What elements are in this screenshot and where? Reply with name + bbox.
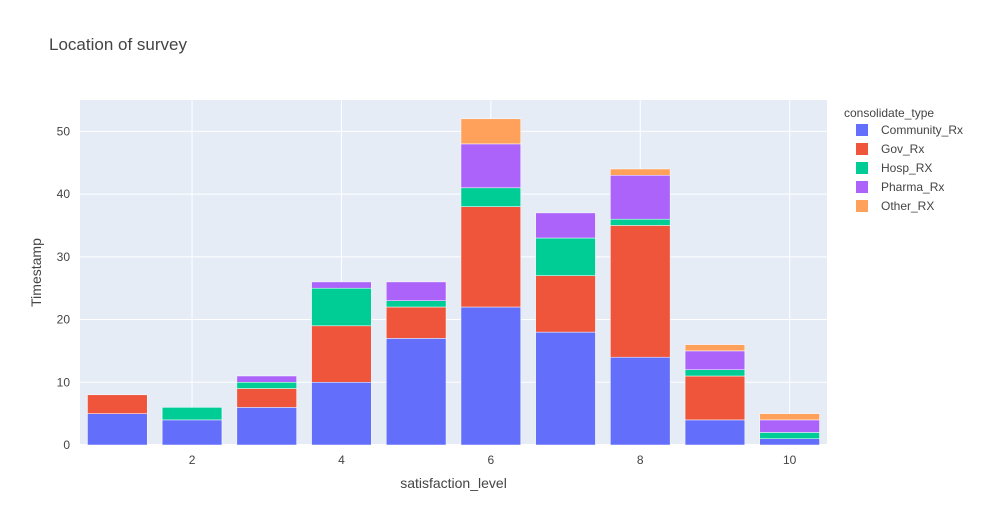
bar-segment-community-rx[interactable] bbox=[460, 306, 521, 446]
bar-segment-community-rx[interactable] bbox=[610, 356, 671, 446]
bar-segment-pharma-rx[interactable] bbox=[684, 350, 746, 370]
bar-segment-gov-rx[interactable] bbox=[311, 325, 372, 383]
bar-segment-gov-rx[interactable] bbox=[610, 225, 671, 358]
legend-item-community-rx[interactable]: Community_Rx bbox=[856, 123, 963, 137]
y-tick-label: 30 bbox=[57, 250, 71, 264]
legend-label: Gov_Rx bbox=[881, 142, 924, 156]
bar-segment-other-rx[interactable] bbox=[460, 118, 521, 145]
x-tick-label: 10 bbox=[783, 453, 797, 467]
bars bbox=[87, 118, 820, 446]
legend-swatch bbox=[856, 162, 868, 174]
y-tick-label: 50 bbox=[57, 124, 71, 138]
bar-segment-hosp-rx[interactable] bbox=[535, 237, 596, 276]
bar-segment-pharma-rx[interactable] bbox=[386, 281, 447, 301]
legend-label: Other_RX bbox=[881, 199, 934, 213]
bar-segment-other-rx[interactable] bbox=[610, 168, 671, 176]
bar-segment-gov-rx[interactable] bbox=[386, 306, 447, 339]
legend-label: Community_Rx bbox=[881, 123, 963, 137]
bar-segment-pharma-rx[interactable] bbox=[610, 175, 671, 220]
bar-segment-pharma-rx[interactable] bbox=[759, 419, 820, 433]
legend-label: Hosp_RX bbox=[881, 161, 932, 175]
bar-segment-other-rx[interactable] bbox=[759, 413, 820, 421]
legend-swatch bbox=[856, 124, 868, 136]
bar-segment-hosp-rx[interactable] bbox=[610, 218, 671, 226]
legend-label: Pharma_Rx bbox=[881, 180, 944, 194]
legend-title: consolidate_type bbox=[844, 106, 934, 120]
bar-segment-gov-rx[interactable] bbox=[87, 394, 148, 414]
y-tick-label: 10 bbox=[57, 375, 71, 389]
x-tick-label: 8 bbox=[637, 453, 644, 467]
legend[interactable]: consolidate_type Community_Rx Gov_Rx Hosp_… bbox=[844, 106, 963, 213]
bar-segment-community-rx[interactable] bbox=[311, 382, 372, 446]
bar-segment-community-rx[interactable] bbox=[161, 419, 223, 446]
bar-segment-gov-rx[interactable] bbox=[684, 375, 746, 421]
tick-labels: 0 10 20 30 40 50 2 4 6 8 10 bbox=[57, 124, 797, 467]
bar-segment-community-rx[interactable] bbox=[759, 438, 820, 446]
legend-item-pharma-rx[interactable]: Pharma_Rx bbox=[856, 180, 944, 194]
x-tick-label: 4 bbox=[338, 453, 345, 467]
bar-segment-other-rx[interactable] bbox=[684, 344, 746, 352]
bar-segment-gov-rx[interactable] bbox=[535, 275, 596, 333]
bar-segment-pharma-rx[interactable] bbox=[535, 212, 596, 239]
bar-segment-hosp-rx[interactable] bbox=[759, 432, 820, 439]
bar-segment-community-rx[interactable] bbox=[535, 331, 596, 446]
bar-segment-pharma-rx[interactable] bbox=[311, 281, 372, 289]
x-axis-label: satisfaction_level bbox=[400, 475, 507, 491]
legend-swatch bbox=[856, 143, 868, 155]
legend-swatch bbox=[856, 200, 868, 212]
bar-segment-community-rx[interactable] bbox=[236, 407, 297, 446]
bar-segment-hosp-rx[interactable] bbox=[684, 369, 746, 377]
bar-segment-community-rx[interactable] bbox=[386, 338, 447, 446]
bar-segment-gov-rx[interactable] bbox=[460, 206, 521, 308]
bar-segment-pharma-rx[interactable] bbox=[236, 375, 297, 383]
bar-segment-hosp-rx[interactable] bbox=[311, 287, 372, 327]
bar-segment-hosp-rx[interactable] bbox=[236, 382, 297, 389]
y-axis-label: Timestamp bbox=[28, 238, 44, 307]
y-tick-label: 20 bbox=[57, 313, 71, 327]
legend-item-other-rx[interactable]: Other_RX bbox=[856, 199, 934, 213]
legend-item-gov-rx[interactable]: Gov_Rx bbox=[856, 142, 924, 156]
bar-segment-gov-rx[interactable] bbox=[236, 388, 297, 408]
bar-segment-community-rx[interactable] bbox=[684, 419, 746, 446]
bar-segment-community-rx[interactable] bbox=[87, 413, 148, 446]
x-tick-label: 2 bbox=[189, 453, 196, 467]
bar-segment-pharma-rx[interactable] bbox=[460, 143, 521, 189]
bar-segment-hosp-rx[interactable] bbox=[386, 300, 447, 308]
y-tick-label: 40 bbox=[57, 187, 71, 201]
x-tick-label: 6 bbox=[488, 453, 495, 467]
chart-title: Location of survey bbox=[49, 35, 187, 54]
bar-segment-hosp-rx[interactable] bbox=[460, 187, 521, 207]
bar-segment-hosp-rx[interactable] bbox=[161, 407, 223, 421]
legend-swatch bbox=[856, 181, 868, 193]
y-tick-label: 0 bbox=[63, 438, 70, 452]
legend-items: Community_Rx Gov_Rx Hosp_RX Pharma_Rx Other_… bbox=[856, 123, 963, 213]
legend-item-hosp-rx[interactable]: Hosp_RX bbox=[856, 161, 932, 175]
